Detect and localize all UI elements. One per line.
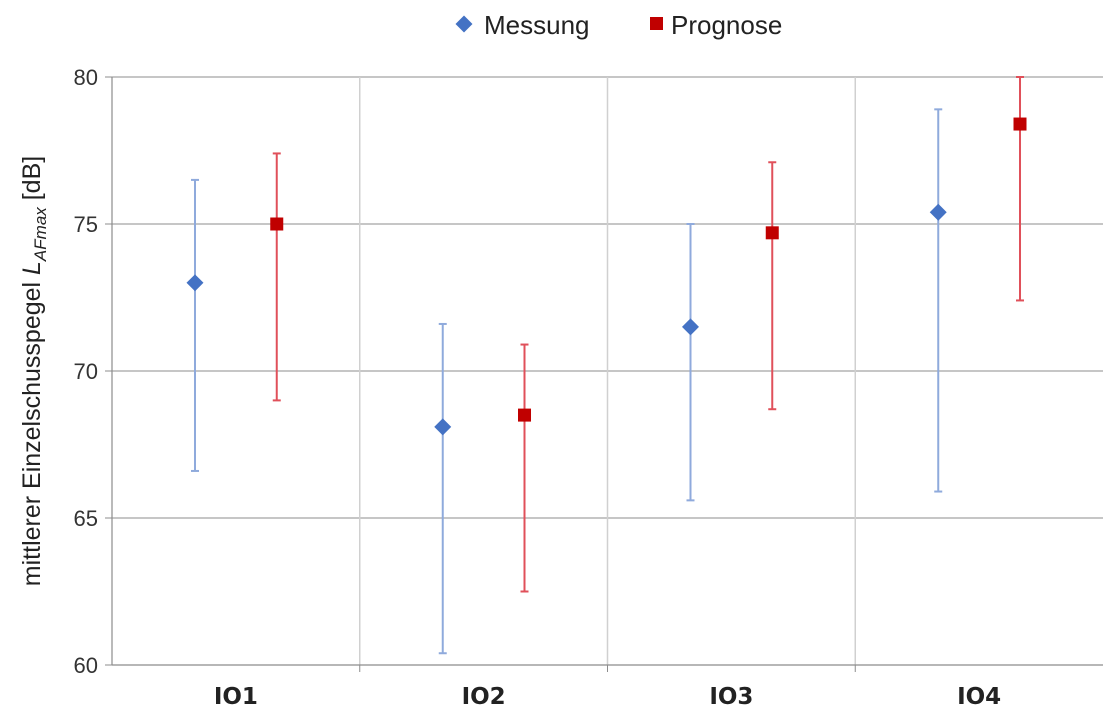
y-axis-label-suffix: [dB] — [18, 156, 46, 207]
data-point-messung — [929, 203, 947, 221]
legend: Messung Prognose — [455, 10, 782, 40]
y-tick-label: 60 — [74, 653, 98, 678]
data-point-prognose — [270, 217, 284, 231]
y-tick-label: 65 — [74, 506, 98, 531]
y-axis-label: mittlerer Einzelschusspegel LAFmax [dB] — [18, 156, 50, 586]
data-point-messung — [186, 274, 204, 292]
legend-label-prognose: Prognose — [671, 10, 782, 40]
x-category-label-io4: IO4 — [957, 684, 1001, 710]
axes — [105, 76, 1103, 672]
data-point-messung — [434, 418, 452, 436]
data-point-prognose — [765, 226, 779, 240]
error-bars — [190, 76, 1025, 655]
data-markers — [186, 117, 1027, 436]
x-category-label-io3: IO3 — [709, 684, 753, 710]
y-axis-label-symbol: L — [18, 261, 46, 275]
tick-labels: 60 65 70 75 80 IO1 IO2 IO3 IO4 — [74, 65, 1002, 710]
legend-marker-messung — [455, 15, 473, 33]
x-category-label-io1: IO1 — [214, 684, 258, 710]
y-tick-label: 70 — [74, 359, 98, 384]
legend-label-messung: Messung — [484, 10, 590, 40]
gridlines — [112, 76, 1103, 665]
y-tick-label: 80 — [74, 65, 98, 90]
x-category-label-io2: IO2 — [462, 684, 506, 710]
y-axis-label-subscript: AFmax — [31, 207, 50, 262]
data-point-prognose — [518, 408, 532, 422]
y-tick-label: 75 — [74, 212, 98, 237]
data-point-prognose — [1013, 117, 1027, 131]
data-point-messung — [682, 318, 699, 336]
y-axis-label-prefix: mittlerer Einzelschusspegel — [18, 275, 46, 586]
legend-marker-prognose — [650, 17, 663, 30]
legend-item-prognose: Prognose — [650, 10, 782, 40]
legend-item-messung: Messung — [455, 10, 590, 40]
